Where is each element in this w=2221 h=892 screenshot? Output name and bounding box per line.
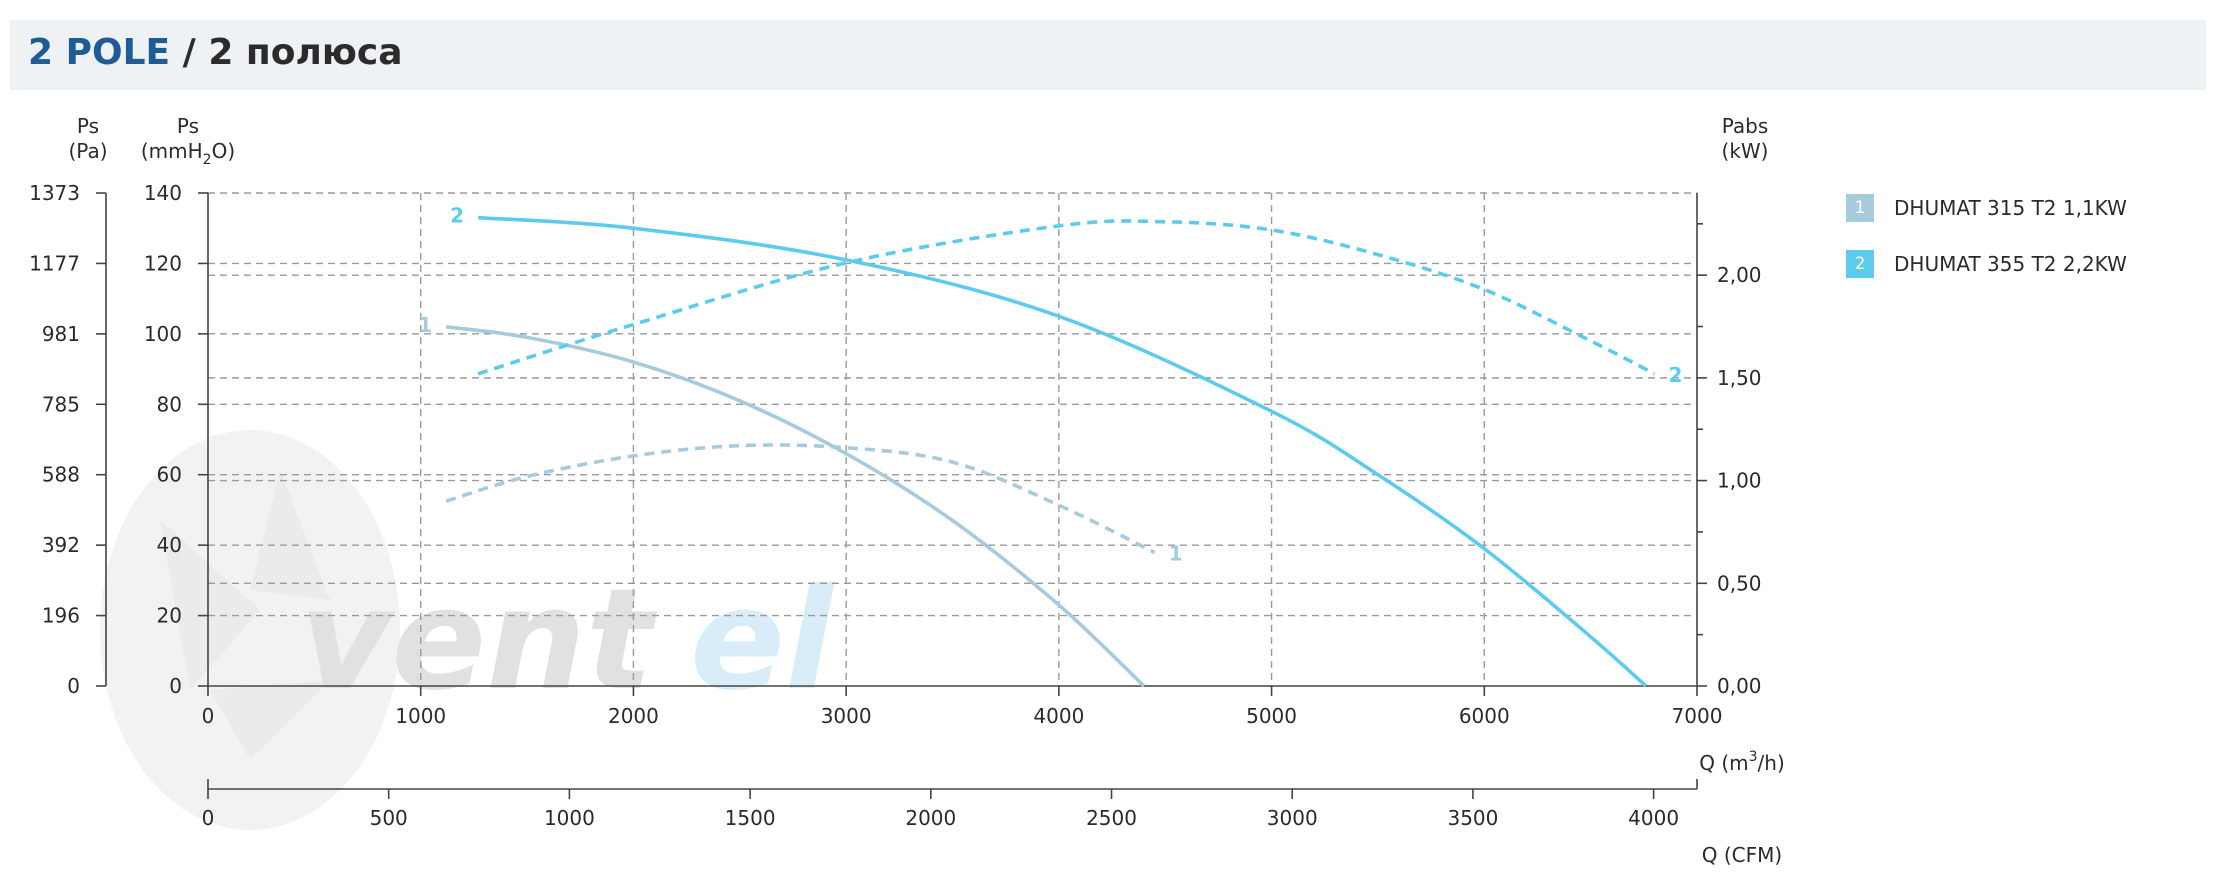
x-cfm-tick-label: 3500 [1447, 806, 1498, 830]
x-m3h-tick-label: 6000 [1459, 704, 1510, 728]
y-mm-tick-label: 0 [169, 674, 182, 698]
x-cfm-tick-label: 4000 [1628, 806, 1679, 830]
watermark-fan-blade [250, 470, 330, 600]
axis-labels: Ps (Pa) Ps (mmH2O) Pabs (kW) Q (m3/h) Q … [68, 114, 1784, 867]
y-mm-unit-pre: (mmH [141, 139, 203, 163]
y-power-tick-label: 1,50 [1717, 366, 1762, 390]
x-m3h-tick-label: 4000 [1033, 704, 1084, 728]
x-m3h-label-post: /h) [1758, 751, 1785, 775]
title-pole: 2 POLE [28, 32, 171, 73]
x-m3h-tick-label: 1000 [395, 704, 446, 728]
pressure-curve-2 [477, 215, 1648, 688]
title-poles-ru: / 2 полюса [170, 32, 403, 73]
y-mm-label-unit: (mmH2O) [141, 139, 235, 168]
y-pa-tick-label: 1177 [29, 251, 80, 275]
y-pa-tick-label: 785 [42, 392, 80, 416]
y-power-tick-label: 1,00 [1717, 469, 1762, 493]
y-mm-tick-label: 80 [157, 392, 182, 416]
y-mm-unit-sub: 2 [203, 152, 212, 168]
x-m3h-tick-label: 0 [202, 704, 215, 728]
y-mm-tick-label: 20 [157, 604, 182, 628]
x-m3h-tick-label: 2000 [608, 704, 659, 728]
x-m3h-tick-label: 3000 [821, 704, 872, 728]
y-power-label-top: Pabs [1722, 114, 1769, 138]
power-curve-1 [445, 443, 1156, 555]
header-bar: 2 POLE / 2 полюса [10, 20, 2206, 90]
legend-label-2: DHUMAT 355 T2 2,2KW [1894, 252, 2127, 276]
legend-label-1: DHUMAT 315 T2 1,1KW [1894, 196, 2127, 220]
y-pa-tick-label: 196 [42, 604, 80, 628]
power-curve-tag-2: 2 [1668, 363, 1682, 387]
watermark-fan-blade [160, 520, 260, 690]
x-cfm-tick-label: 1500 [725, 806, 776, 830]
power-curve-2 [477, 219, 1656, 376]
x-cfm-tick-label: 2000 [905, 806, 956, 830]
y-pa-tick-label: 392 [42, 533, 80, 557]
watermark-text-el: el [690, 559, 835, 722]
y-pa-tick-label: 588 [42, 463, 80, 487]
legend: 1 DHUMAT 315 T2 1,1KW 2 DHUMAT 355 T2 2,… [1846, 193, 2127, 305]
y-pa-tick-label: 981 [42, 322, 80, 346]
x-m3h-label: Q (m3/h) [1699, 749, 1785, 775]
page-title: 2 POLE / 2 полюса [28, 32, 403, 73]
legend-item-1: 1 DHUMAT 315 T2 1,1KW [1846, 193, 2127, 223]
x-cfm-tick-label: 0 [202, 806, 215, 830]
grid [208, 192, 1697, 686]
watermark-fan-blade [210, 680, 330, 760]
x-cfm-tick-label: 3000 [1267, 806, 1318, 830]
power-curve-tag-1: 1 [1169, 541, 1183, 565]
y-mm-tick-label: 140 [144, 181, 182, 205]
x-cfm-tick-label: 2500 [1086, 806, 1137, 830]
y-mm-unit-post: O) [212, 139, 236, 163]
x-cfm-label: Q (CFM) [1702, 843, 1782, 867]
x-m3h-tick-label: 7000 [1672, 704, 1723, 728]
watermark-fan-disc [100, 430, 400, 830]
y-pa-tick-label: 0 [67, 674, 80, 698]
y-pa-label-top: Ps [77, 114, 99, 138]
y-pa-label-unit: (Pa) [68, 139, 107, 163]
x-m3h-tick-label: 5000 [1246, 704, 1297, 728]
y-mm-tick-label: 60 [157, 463, 182, 487]
axes: 1401373120117710098180785605884039220196… [29, 181, 1761, 830]
y-power-tick-label: 2,00 [1717, 263, 1762, 287]
x-m3h-label-sup: 3 [1749, 749, 1758, 765]
y-pa-tick-label: 1373 [29, 181, 80, 205]
y-mm-tick-label: 100 [144, 322, 182, 346]
legend-item-2: 2 DHUMAT 355 T2 2,2KW [1846, 249, 2127, 279]
legend-swatch-2: 2 [1846, 250, 1874, 278]
y-mm-tick-label: 120 [144, 251, 182, 275]
x-cfm-tick-label: 500 [370, 806, 408, 830]
y-power-tick-label: 0,50 [1717, 571, 1762, 595]
y-power-tick-label: 0,00 [1717, 674, 1762, 698]
y-mm-label-top: Ps [177, 114, 199, 138]
x-m3h-label-pre: Q (m [1699, 751, 1748, 775]
y-power-label-unit: (kW) [1722, 139, 1769, 163]
curves: 1 1 2 2 [418, 204, 1682, 688]
pressure-curve-tag-1: 1 [418, 313, 432, 337]
watermark-text-vent: vent [300, 559, 658, 722]
pressure-curve-1 [445, 325, 1146, 688]
y-mm-tick-label: 40 [157, 533, 182, 557]
ventel-watermark-logo: vent el [100, 430, 835, 830]
legend-swatch-1: 1 [1846, 194, 1874, 222]
pressure-curve-tag-2: 2 [450, 204, 464, 228]
x-cfm-tick-label: 1000 [544, 806, 595, 830]
